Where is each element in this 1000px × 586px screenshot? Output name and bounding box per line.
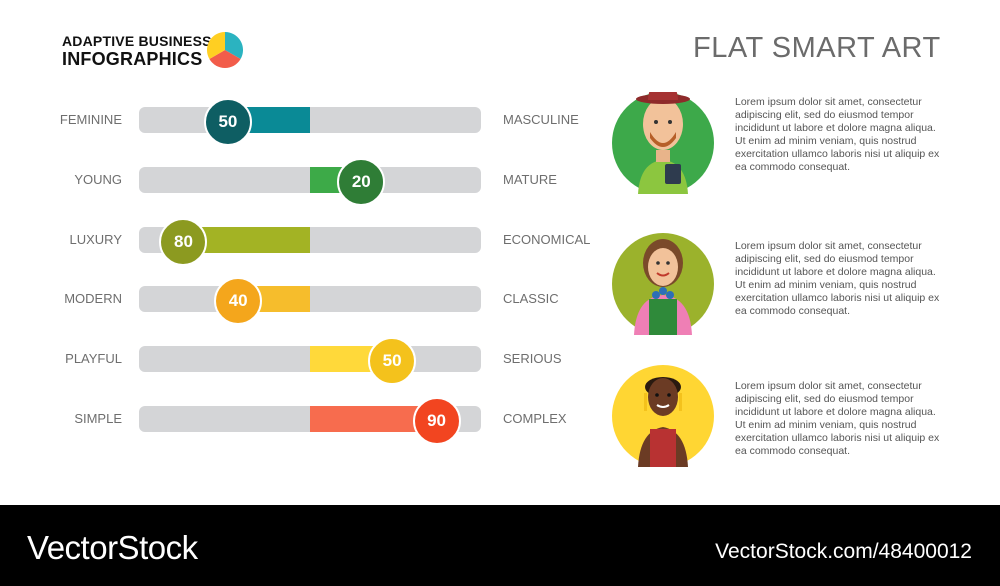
brand-line-2: INFOGRAPHICS <box>62 49 203 69</box>
scale-row: LUXURY 80 ECONOMICAL <box>0 218 600 266</box>
scale-right-label: CLASSIC <box>503 291 559 306</box>
pie-logo-icon <box>207 32 243 68</box>
man-with-hat-icon <box>612 92 714 194</box>
scale-row: MODERN 40 CLASSIC <box>0 277 600 325</box>
scale-value-bubble: 80 <box>159 218 208 266</box>
brand-title: ADAPTIVE BUSINESS INFOGRAPHICS <box>62 33 212 69</box>
image-id: VectorStock.com/48400012 <box>715 540 972 563</box>
person-description-3: Lorem ipsum dolor sit amet, consectetur … <box>735 380 940 457</box>
scale-row: YOUNG 20 MATURE <box>0 158 600 206</box>
woman-with-apron-icon <box>612 365 714 467</box>
scale-left-label: PLAYFUL <box>65 351 122 366</box>
scale-right-label: COMPLEX <box>503 411 567 426</box>
scale-right-label: MASCULINE <box>503 112 579 127</box>
footer-bar: VectorStock VectorStock.com/48400012 <box>0 505 1000 586</box>
scale-right-label: MATURE <box>503 172 557 187</box>
scale-left-label: MODERN <box>64 291 122 306</box>
scale-track <box>139 107 481 133</box>
scale-value-bubble: 20 <box>337 158 386 206</box>
scale-value-bubble: 90 <box>412 397 461 445</box>
scale-left-label: YOUNG <box>74 172 122 187</box>
scale-row: PLAYFUL 50 SERIOUS <box>0 337 600 385</box>
person-description-1: Lorem ipsum dolor sit amet, consectetur … <box>735 96 940 173</box>
scale-row: FEMININE 50 MASCULINE <box>0 98 600 146</box>
scale-value-bubble: 50 <box>368 337 417 385</box>
scale-value-bubble: 40 <box>214 277 263 325</box>
scale-left-label: SIMPLE <box>74 411 122 426</box>
scale-row: SIMPLE 90 COMPLEX <box>0 397 600 445</box>
page-title: FLAT SMART ART <box>693 32 941 64</box>
scale-left-label: LUXURY <box>69 232 122 247</box>
person-description-2: Lorem ipsum dolor sit amet, consectetur … <box>735 240 940 317</box>
scale-right-label: ECONOMICAL <box>503 232 591 247</box>
brand-line-1: ADAPTIVE BUSINESS <box>62 33 212 49</box>
vectorstock-logo: VectorStock <box>27 529 198 566</box>
scale-right-label: SERIOUS <box>503 351 562 366</box>
scale-track <box>139 286 481 312</box>
scale-value-bubble: 50 <box>203 98 252 146</box>
scale-left-label: FEMININE <box>59 112 122 127</box>
gardener-woman-icon <box>612 233 714 335</box>
